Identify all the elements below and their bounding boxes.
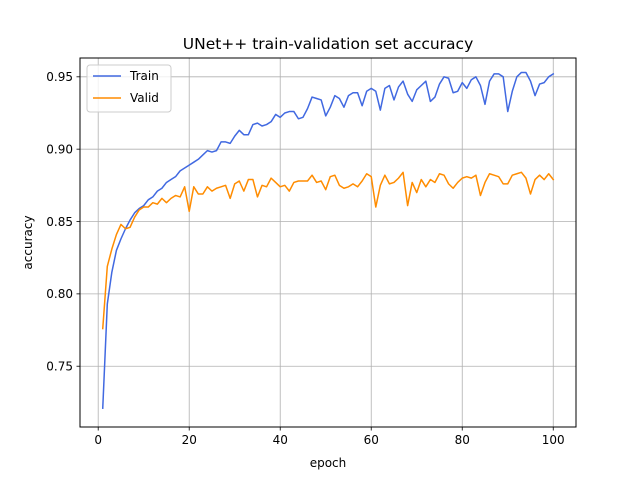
axis-ticks: 0 20 40 60 80 100 0.75 0.80 0.85 0.90 0.95: [46, 70, 564, 447]
grid: [80, 58, 576, 427]
legend-label-valid: Valid: [130, 91, 159, 105]
legend-label-train: Train: [129, 69, 159, 83]
y-axis-label: accuracy: [21, 215, 35, 269]
chart-title: UNet++ train-validation set accuracy: [183, 35, 474, 53]
plot-frame: [79, 57, 577, 428]
series-line-valid: [101, 171, 555, 330]
x-axis-label: epoch: [310, 456, 347, 470]
x-tick-label: 20: [182, 433, 197, 447]
x-tick-label: 80: [455, 433, 470, 447]
x-tick-label: 40: [273, 433, 288, 447]
legend: Train Valid: [86, 64, 172, 113]
y-tick-label: 0.80: [46, 287, 73, 301]
x-tick-label: 100: [542, 433, 565, 447]
series-lines: [101, 71, 555, 409]
y-tick-label: 0.85: [46, 215, 73, 229]
x-tick-label: 0: [94, 433, 102, 447]
y-tick-label: 0.75: [46, 360, 73, 374]
y-tick-label: 0.90: [46, 142, 73, 156]
series-line-train: [101, 71, 555, 409]
x-tick-label: 60: [364, 433, 379, 447]
y-tick-label: 0.95: [46, 70, 73, 84]
